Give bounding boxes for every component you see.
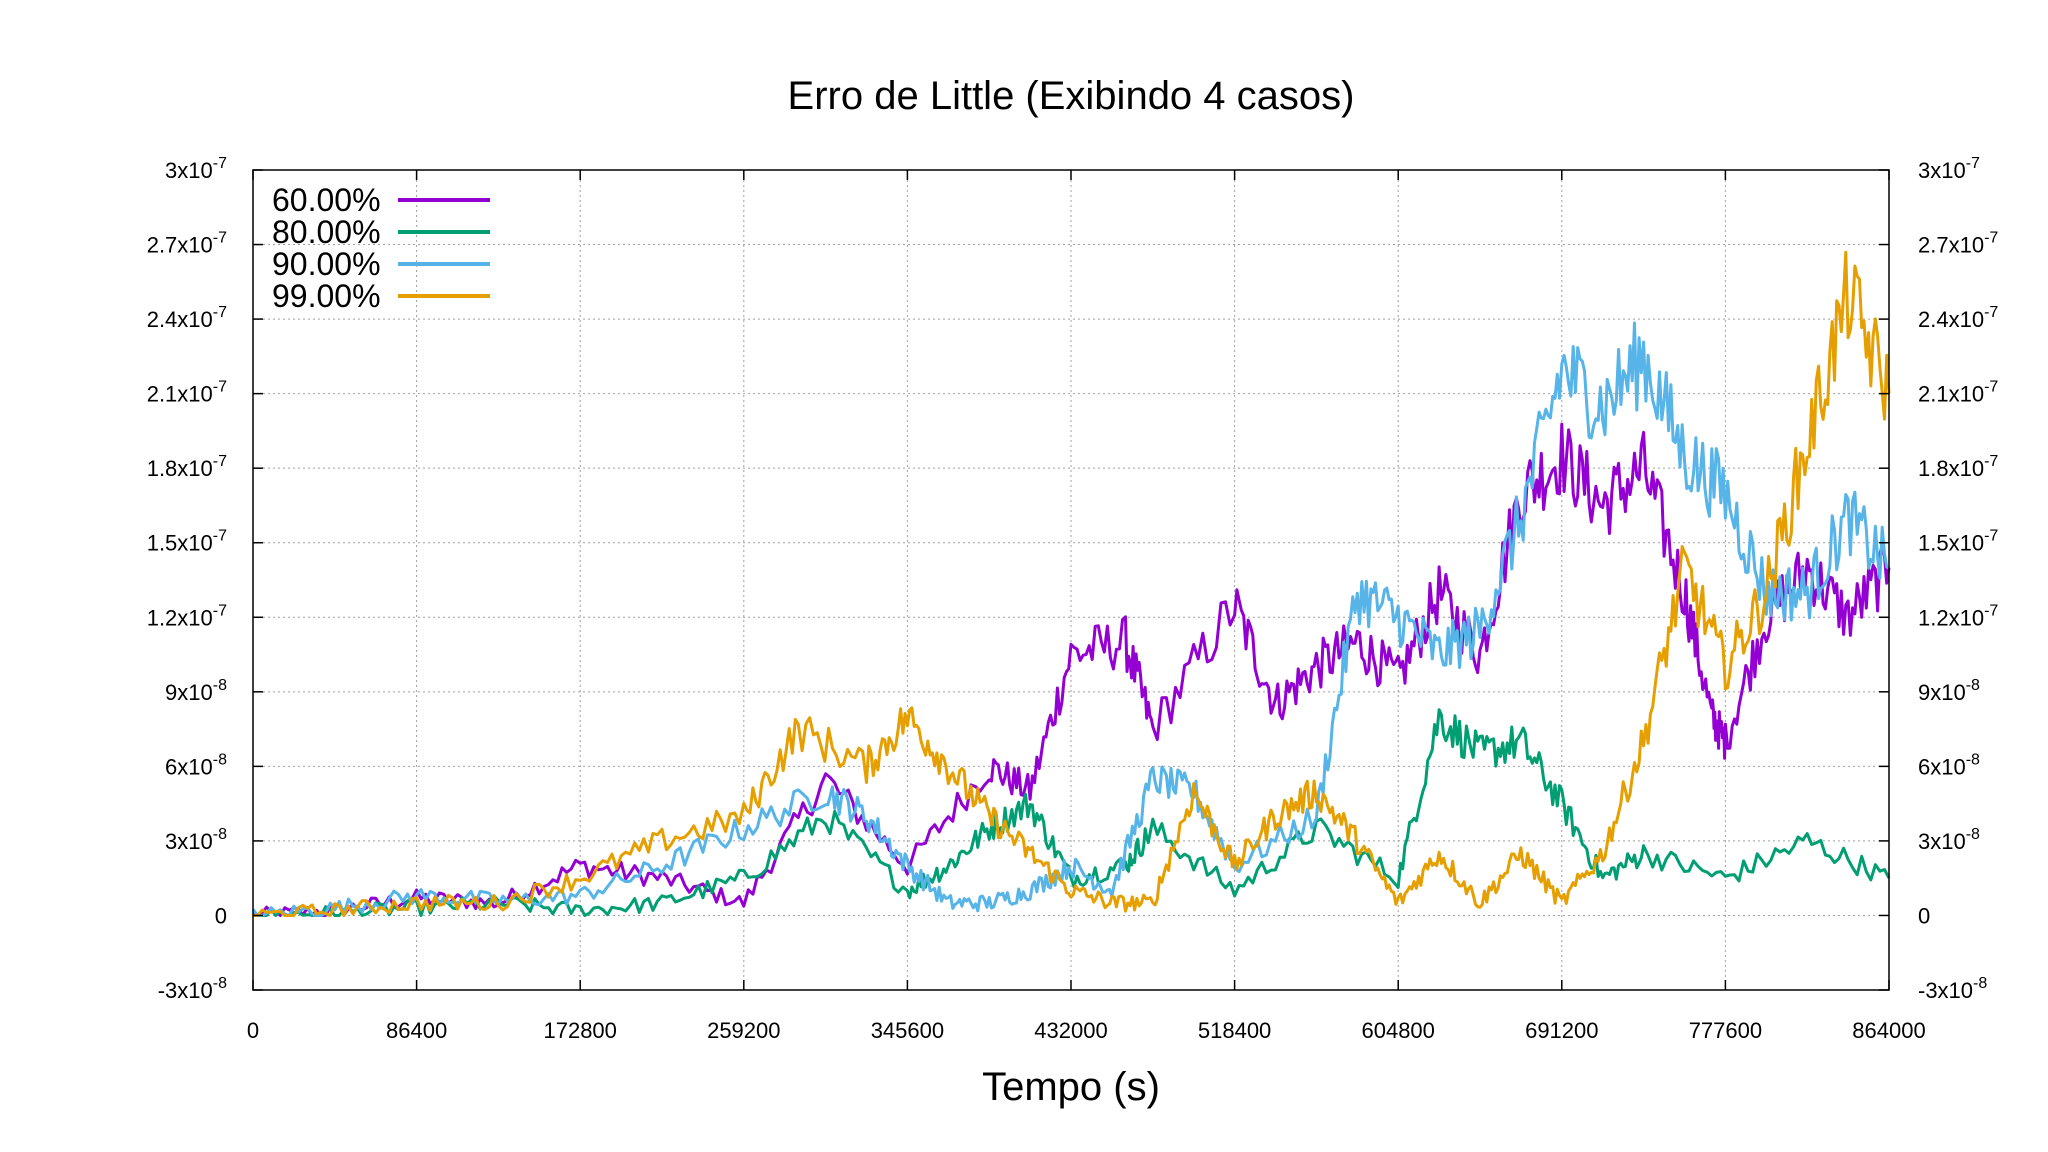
legend-label-0: 60.00% — [272, 182, 381, 218]
x-tick-label: 691200 — [1525, 1018, 1598, 1043]
y-tick-label-right: 3x10-7 — [1918, 155, 1980, 183]
x-axis-label: Tempo (s) — [982, 1065, 1160, 1109]
y-tick-label-right: 0 — [1918, 903, 1930, 928]
x-tick-label: 518400 — [1198, 1018, 1271, 1043]
y-tick-label-left: 2.7x10-7 — [147, 230, 227, 258]
legend: 60.00%80.00%90.00%99.00% — [272, 182, 490, 314]
y-tick-label-right: 3x10-8 — [1918, 826, 1980, 854]
x-tick-label: 777600 — [1689, 1018, 1762, 1043]
y-tick-label-left: 1.5x10-7 — [147, 528, 227, 556]
y-tick-label-left: -3x10-8 — [158, 975, 227, 1003]
x-tick-label: 86400 — [386, 1018, 447, 1043]
y-tick-label-right: 2.1x10-7 — [1918, 379, 1998, 407]
x-tick-label: 0 — [247, 1018, 259, 1043]
y-tick-label-left: 3x10-7 — [165, 155, 227, 183]
y-axis-left-ticks: -3x10-8 0 3x10-8 6x10-8 9x10-8 1.2x10-7 1.5x10… — [147, 155, 263, 1003]
y-axis-right-ticks: -3x10-8 0 3x10-8 6x10-8 9x10-8 1.2x10-7 1.5x10… — [1879, 155, 1998, 1003]
grid-lines — [253, 170, 1889, 990]
legend-label-1: 80.00% — [272, 214, 381, 250]
legend-label-3: 99.00% — [272, 278, 381, 314]
series-layer — [251, 250, 1891, 917]
x-tick-label: 345600 — [871, 1018, 944, 1043]
y-tick-label-left: 0 — [215, 903, 227, 928]
y-tick-label-left: 1.2x10-7 — [147, 602, 227, 630]
y-tick-label-left: 3x10-8 — [165, 826, 227, 854]
y-tick-label-left: 2.1x10-7 — [147, 379, 227, 407]
y-tick-label-right: 6x10-8 — [1918, 751, 1980, 779]
y-tick-label-right: -3x10-8 — [1918, 975, 1987, 1003]
y-tick-label-right: 2.7x10-7 — [1918, 230, 1998, 258]
x-axis-ticks: 0 86400 172800 259200 345600 432000 518400 6048… — [247, 170, 1926, 1043]
y-tick-label-left: 2.4x10-7 — [147, 304, 227, 332]
x-tick-label: 259200 — [707, 1018, 780, 1043]
x-tick-label: 432000 — [1034, 1018, 1107, 1043]
y-tick-label-left: 9x10-8 — [165, 677, 227, 705]
y-tick-label-right: 2.4x10-7 — [1918, 304, 1998, 332]
y-tick-label-right: 1.2x10-7 — [1918, 602, 1998, 630]
chart-title: Erro de Little (Exibindo 4 casos) — [788, 74, 1355, 118]
y-tick-label-right: 1.5x10-7 — [1918, 528, 1998, 556]
y-tick-label-left: 6x10-8 — [165, 751, 227, 779]
y-tick-label-right: 1.8x10-7 — [1918, 453, 1998, 481]
x-tick-label: 172800 — [543, 1018, 616, 1043]
y-tick-label-left: 1.8x10-7 — [147, 453, 227, 481]
series-line-0 — [252, 422, 1891, 917]
series-line-3 — [253, 250, 1891, 917]
legend-label-2: 90.00% — [272, 246, 381, 282]
y-tick-label-right: 9x10-8 — [1918, 677, 1980, 705]
x-tick-label: 604800 — [1361, 1018, 1434, 1043]
x-tick-label: 864000 — [1852, 1018, 1925, 1043]
